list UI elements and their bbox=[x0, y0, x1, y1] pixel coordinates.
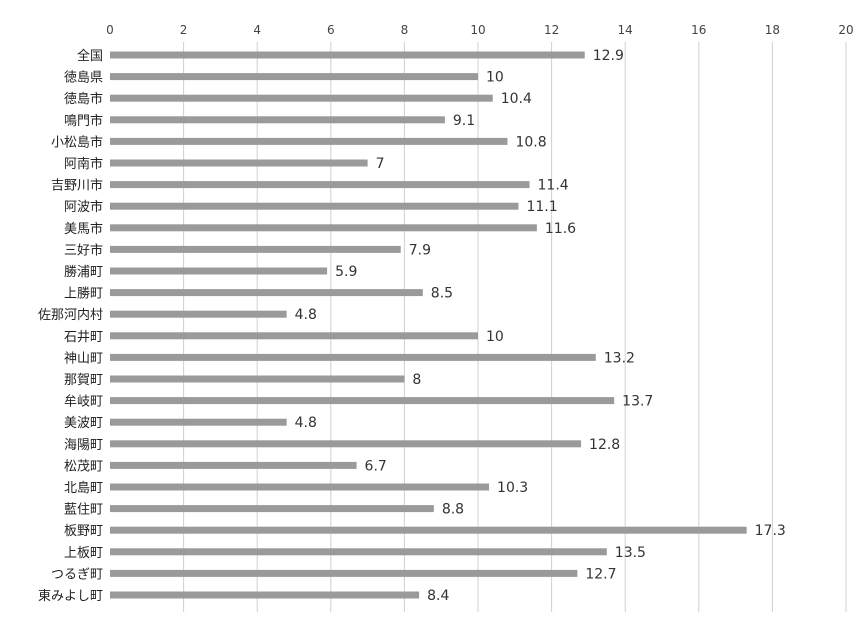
x-tick-label: 0 bbox=[106, 23, 114, 37]
category-label: 北島町 bbox=[64, 481, 103, 496]
data-labels: 12.9 10 10.4 9.1 10.8 7 11.4 11.1 11.6 7.9 5.9 8.5 4… bbox=[295, 48, 786, 604]
data-label: 10 bbox=[486, 70, 504, 86]
category-label: 阿波市 bbox=[64, 199, 103, 215]
bar bbox=[110, 160, 368, 167]
bar bbox=[110, 419, 287, 426]
x-tick-label: 8 bbox=[401, 23, 409, 37]
x-tick-label: 4 bbox=[253, 23, 261, 37]
category-label: 小松島市 bbox=[51, 134, 103, 150]
x-axis-ticks: 0 2 4 6 8 10 12 14 16 18 20 bbox=[106, 23, 853, 37]
category-labels: 全国徳島県徳島市鳴門市小松島市阿南市吉野川市阿波市美馬市三好市勝浦町上勝町佐那河… bbox=[38, 48, 103, 604]
bar bbox=[110, 95, 493, 102]
category-label: 藍住町 bbox=[64, 503, 103, 518]
bar bbox=[110, 570, 577, 577]
data-label: 10.8 bbox=[515, 134, 546, 150]
data-label: 10.4 bbox=[501, 91, 532, 107]
data-label: 13.7 bbox=[622, 394, 653, 410]
category-label: 勝浦町 bbox=[64, 265, 103, 280]
bar bbox=[110, 548, 607, 555]
data-label: 5.9 bbox=[335, 264, 357, 280]
data-label: 6.7 bbox=[365, 458, 387, 474]
bar bbox=[110, 203, 518, 210]
data-label: 12.8 bbox=[589, 437, 620, 453]
bar bbox=[110, 354, 596, 361]
category-label: 全国 bbox=[77, 48, 103, 64]
category-label: 東みよし町 bbox=[38, 588, 103, 604]
data-label: 12.9 bbox=[593, 48, 624, 64]
category-label: 松茂町 bbox=[64, 459, 103, 474]
data-label: 8.5 bbox=[431, 286, 453, 302]
bars bbox=[110, 52, 747, 599]
x-tick-label: 18 bbox=[765, 23, 780, 37]
bar bbox=[110, 592, 419, 599]
bar bbox=[110, 52, 585, 59]
category-label: 那賀町 bbox=[64, 373, 103, 388]
x-tick-label: 10 bbox=[470, 23, 485, 37]
category-label: 石井町 bbox=[64, 330, 103, 345]
bar bbox=[110, 224, 537, 231]
bar bbox=[110, 289, 423, 296]
category-label: 海陽町 bbox=[64, 438, 103, 453]
category-label: 三好市 bbox=[64, 242, 103, 258]
data-label: 4.8 bbox=[295, 307, 317, 323]
category-label: 徳島市 bbox=[64, 91, 103, 107]
category-label: 阿南市 bbox=[64, 156, 103, 172]
data-label: 8.4 bbox=[427, 588, 449, 604]
bar bbox=[110, 376, 404, 383]
bar bbox=[110, 484, 489, 491]
bar bbox=[110, 440, 581, 447]
bar bbox=[110, 116, 445, 123]
category-label: 板野町 bbox=[64, 524, 103, 539]
data-label: 12.7 bbox=[585, 566, 616, 582]
category-label: 神山町 bbox=[64, 351, 103, 366]
bar bbox=[110, 138, 507, 145]
data-label: 8 bbox=[412, 372, 421, 388]
category-label: 上勝町 bbox=[64, 287, 103, 302]
bar bbox=[110, 73, 478, 80]
category-label: 徳島県 bbox=[64, 71, 103, 86]
bar bbox=[110, 397, 614, 404]
data-label: 11.1 bbox=[526, 199, 557, 215]
category-label: 美馬市 bbox=[64, 221, 103, 237]
bar bbox=[110, 246, 401, 253]
bar bbox=[110, 311, 287, 318]
data-label: 10.3 bbox=[497, 480, 528, 496]
data-label: 8.8 bbox=[442, 502, 464, 518]
data-label: 7 bbox=[376, 156, 385, 172]
category-label: 佐那河内村 bbox=[38, 307, 103, 323]
bar bbox=[110, 505, 434, 512]
data-label: 9.1 bbox=[453, 113, 475, 129]
bar bbox=[110, 181, 530, 188]
data-label: 4.8 bbox=[295, 415, 317, 431]
category-label: つるぎ町 bbox=[51, 567, 103, 582]
bar bbox=[110, 268, 327, 275]
bar bbox=[110, 527, 747, 534]
category-label: 鳴門市 bbox=[64, 113, 103, 129]
data-label: 17.3 bbox=[755, 523, 786, 539]
data-label: 11.4 bbox=[538, 178, 569, 194]
data-label: 13.5 bbox=[615, 545, 646, 561]
category-label: 上板町 bbox=[64, 546, 103, 561]
data-label: 7.9 bbox=[409, 242, 431, 258]
data-label: 10 bbox=[486, 329, 504, 345]
gridlines bbox=[184, 42, 846, 612]
bar bbox=[110, 462, 357, 469]
x-tick-label: 20 bbox=[838, 23, 853, 37]
x-tick-label: 6 bbox=[327, 23, 335, 37]
x-tick-label: 14 bbox=[618, 23, 633, 37]
data-label: 13.2 bbox=[604, 350, 635, 366]
x-tick-label: 2 bbox=[180, 23, 188, 37]
category-label: 吉野川市 bbox=[51, 178, 103, 194]
bar bbox=[110, 332, 478, 339]
category-label: 美波町 bbox=[64, 416, 103, 431]
category-label: 牟岐町 bbox=[64, 395, 103, 410]
data-label: 11.6 bbox=[545, 221, 576, 237]
x-tick-label: 16 bbox=[691, 23, 706, 37]
x-tick-label: 12 bbox=[544, 23, 559, 37]
